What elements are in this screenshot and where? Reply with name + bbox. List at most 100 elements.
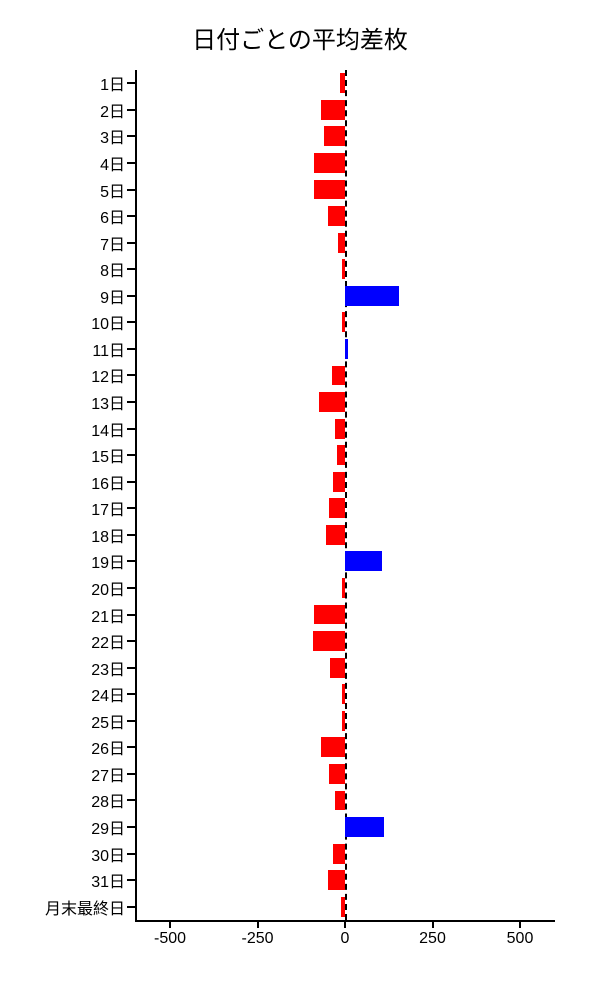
bar <box>324 126 345 146</box>
y-tick <box>127 773 135 775</box>
bar <box>345 817 384 837</box>
x-label: -250 <box>241 930 273 948</box>
y-label: 31日 <box>91 868 125 892</box>
y-tick <box>127 693 135 695</box>
y-label: 月末最終日 <box>45 895 125 919</box>
y-axis <box>135 70 137 920</box>
y-label: 21日 <box>91 603 125 627</box>
y-tick <box>127 799 135 801</box>
y-tick <box>127 587 135 589</box>
bar <box>314 605 346 625</box>
x-label: 500 <box>507 930 534 948</box>
bar <box>326 525 345 545</box>
y-tick <box>127 135 135 137</box>
y-tick <box>127 879 135 881</box>
y-tick <box>127 534 135 536</box>
y-tick <box>127 348 135 350</box>
y-label: 14日 <box>91 417 125 441</box>
y-tick <box>127 720 135 722</box>
x-label: 0 <box>341 930 350 948</box>
bar <box>335 791 346 811</box>
y-label: 23日 <box>91 656 125 680</box>
bar <box>341 897 345 917</box>
y-label: 24日 <box>91 682 125 706</box>
y-label: 3日 <box>100 124 125 148</box>
y-tick <box>127 640 135 642</box>
bar <box>345 286 399 306</box>
bar <box>328 206 345 226</box>
y-tick <box>127 162 135 164</box>
y-tick <box>127 189 135 191</box>
bar <box>330 658 345 678</box>
bar <box>342 684 345 704</box>
bar <box>333 844 345 864</box>
y-tick <box>127 853 135 855</box>
bar <box>333 472 345 492</box>
y-label: 18日 <box>91 523 125 547</box>
x-tick <box>169 920 171 928</box>
y-tick <box>127 295 135 297</box>
zero-line <box>345 70 347 920</box>
y-tick <box>127 507 135 509</box>
bar <box>321 100 346 120</box>
chart-title: 日付ごとの平均差枚 <box>0 0 600 55</box>
x-label: 250 <box>419 930 446 948</box>
y-tick <box>127 428 135 430</box>
y-label: 17日 <box>91 496 125 520</box>
bar <box>319 392 345 412</box>
y-tick <box>127 82 135 84</box>
y-tick <box>127 109 135 111</box>
bar <box>313 631 345 651</box>
y-label: 25日 <box>91 709 125 733</box>
y-label: 15日 <box>91 443 125 467</box>
y-label: 11日 <box>92 337 125 361</box>
y-tick <box>127 906 135 908</box>
bar <box>335 419 346 439</box>
y-tick <box>127 454 135 456</box>
y-tick <box>127 242 135 244</box>
plot-area: -500-2500250500 <box>135 70 555 920</box>
y-tick <box>127 560 135 562</box>
x-tick <box>344 920 346 928</box>
bar <box>328 870 345 890</box>
y-tick <box>127 374 135 376</box>
bar <box>342 312 346 332</box>
y-label: 19日 <box>91 549 125 573</box>
bar <box>314 180 346 200</box>
y-label: 16日 <box>91 470 125 494</box>
x-tick <box>519 920 521 928</box>
y-tick <box>127 746 135 748</box>
y-tick <box>127 321 135 323</box>
y-label: 12日 <box>91 363 125 387</box>
y-label: 2日 <box>100 98 125 122</box>
bar <box>342 259 346 279</box>
y-label: 7日 <box>100 231 125 255</box>
bar <box>314 153 346 173</box>
chart-container: 日付ごとの平均差枚 -500-2500250500 1日2日3日4日5日6日7日… <box>0 0 600 1000</box>
y-label: 26日 <box>91 735 125 759</box>
bar <box>342 578 346 598</box>
bar <box>337 445 345 465</box>
x-tick <box>432 920 434 928</box>
y-label: 5日 <box>100 178 125 202</box>
y-tick <box>127 481 135 483</box>
y-tick <box>127 667 135 669</box>
y-label: 1日 <box>100 71 125 95</box>
bar <box>345 339 348 359</box>
bar <box>338 233 345 253</box>
bar <box>342 711 345 731</box>
x-tick <box>257 920 259 928</box>
bar <box>332 366 345 386</box>
bar <box>345 551 382 571</box>
y-label: 10日 <box>91 310 125 334</box>
bar <box>329 498 345 518</box>
bar <box>321 737 346 757</box>
y-tick <box>127 215 135 217</box>
y-label: 4日 <box>100 151 125 175</box>
y-tick <box>127 826 135 828</box>
y-label: 22日 <box>91 629 125 653</box>
y-label: 13日 <box>91 390 125 414</box>
y-label: 9日 <box>100 284 125 308</box>
y-label: 29日 <box>91 815 125 839</box>
y-tick <box>127 614 135 616</box>
